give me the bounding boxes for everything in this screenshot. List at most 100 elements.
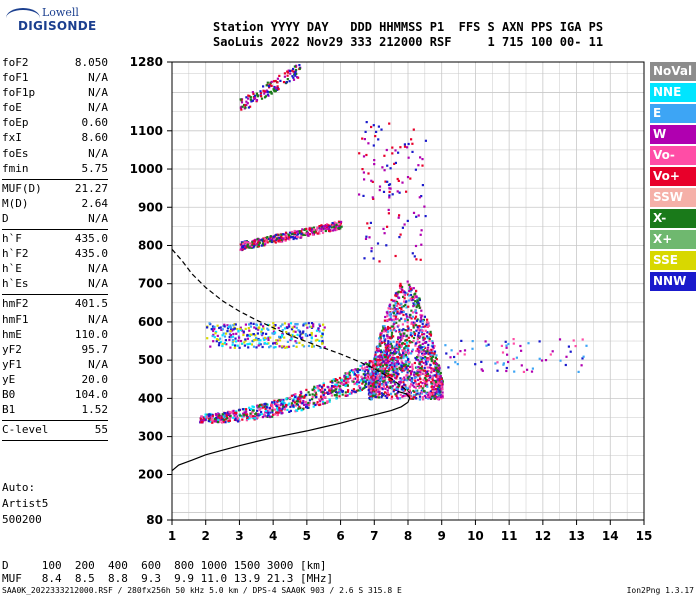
echo-point: [308, 333, 312, 337]
echo-point: [403, 143, 406, 146]
echo-point: [238, 336, 241, 339]
echo-point: [384, 338, 387, 341]
echo-point: [393, 306, 396, 309]
echo-point: [237, 329, 240, 332]
echo-point: [258, 239, 261, 242]
echo-point: [240, 108, 243, 111]
echo-point: [257, 328, 260, 331]
echo-point: [412, 332, 415, 335]
echo-point: [248, 334, 251, 338]
param-value: 104.0: [74, 387, 108, 401]
echo-point: [316, 338, 319, 341]
echo-point: [369, 393, 372, 396]
echo-point: [389, 341, 392, 344]
echo-point: [396, 383, 399, 386]
echo-point: [318, 398, 321, 401]
echo-point: [254, 338, 257, 341]
echo-point: [406, 387, 409, 390]
echo-point: [494, 362, 497, 365]
echo-point: [251, 417, 254, 420]
echo-point: [415, 324, 418, 327]
echo-point: [411, 363, 414, 366]
echo-point: [387, 325, 390, 329]
echo-point: [381, 166, 384, 169]
echo-point: [362, 155, 366, 158]
echo-point: [345, 372, 348, 375]
y-tick-label: 1280: [130, 55, 163, 69]
echo-point: [281, 407, 284, 410]
echo-point: [435, 372, 439, 375]
echo-point: [211, 416, 214, 419]
echo-point: [258, 342, 261, 345]
echo-point: [281, 323, 284, 326]
echo-point: [311, 233, 314, 236]
echo-point: [331, 391, 334, 394]
echo-point: [313, 394, 316, 397]
echo-point: [433, 374, 436, 377]
auto-label: Auto:: [2, 481, 36, 494]
echo-point: [379, 358, 382, 361]
param-label: h`E: [2, 262, 22, 276]
echo-point: [394, 315, 397, 318]
echo-point: [357, 389, 360, 392]
echo-point: [368, 361, 371, 364]
echo-point: [394, 318, 397, 321]
echo-point: [396, 190, 399, 193]
echo-point: [322, 382, 325, 385]
echo-point: [270, 92, 273, 95]
echo-point: [344, 372, 347, 375]
echo-point: [347, 371, 350, 375]
echo-point: [421, 164, 424, 167]
echo-point: [326, 223, 329, 226]
echo-point: [378, 189, 381, 192]
echo-point: [395, 394, 398, 397]
echo-point: [413, 317, 417, 320]
echo-point: [407, 344, 410, 347]
echo-point: [300, 337, 303, 340]
echo-point: [413, 361, 416, 365]
echo-point: [411, 350, 414, 353]
echo-point: [221, 328, 224, 331]
echo-point: [538, 357, 541, 360]
param-separator: [2, 440, 108, 442]
echo-point: [484, 340, 487, 343]
echo-point: [273, 401, 276, 404]
echo-point: [308, 228, 312, 232]
param-label: foEs: [2, 146, 29, 160]
echo-point: [391, 387, 394, 390]
echo-point: [271, 409, 274, 412]
echo-point: [366, 374, 369, 377]
echo-point: [260, 97, 264, 100]
echo-point: [397, 357, 400, 360]
echo-point: [463, 349, 467, 352]
echo-point: [311, 388, 315, 392]
echo-point: [410, 309, 413, 312]
echo-point: [248, 323, 251, 326]
echo-point: [212, 329, 215, 333]
echo-point: [342, 383, 345, 386]
echo-point: [285, 234, 288, 237]
echo-point: [389, 392, 393, 395]
echo-point: [276, 233, 279, 236]
echo-point: [367, 364, 370, 367]
echo-point: [337, 227, 340, 230]
echo-point: [422, 378, 425, 382]
echo-point: [291, 69, 294, 72]
echo-point: [425, 371, 428, 374]
echo-point: [269, 81, 272, 84]
echo-point: [385, 375, 388, 378]
echo-point: [397, 355, 400, 359]
echo-point: [425, 396, 428, 399]
chart-grid: [171, 62, 645, 520]
echo-point: [379, 344, 382, 347]
echo-point: [371, 394, 375, 398]
param-label: yF2: [2, 342, 22, 356]
echo-point: [379, 350, 383, 353]
echo-point: [294, 74, 297, 77]
echo-point: [416, 372, 419, 375]
echo-point: [272, 235, 275, 238]
echo-point: [585, 344, 588, 347]
echo-point: [283, 236, 286, 239]
echo-point: [249, 412, 252, 415]
echo-point: [274, 324, 277, 327]
